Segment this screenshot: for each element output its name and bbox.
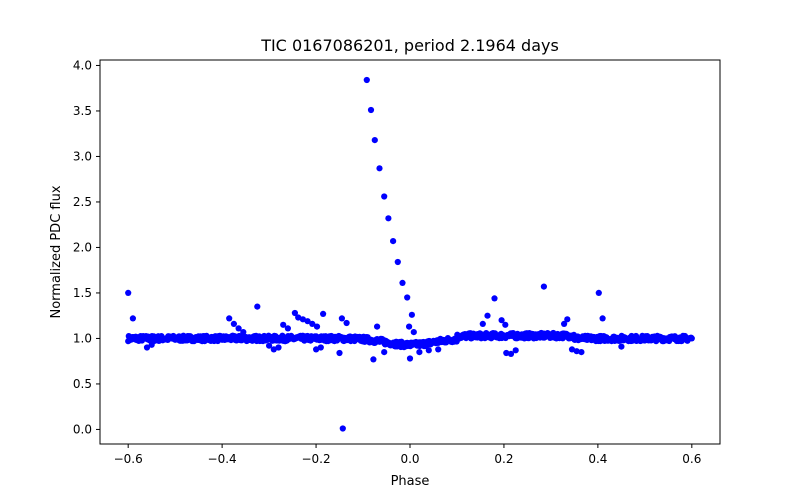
flare-point — [573, 348, 580, 355]
flare-point — [406, 323, 413, 330]
flare-point — [502, 321, 509, 328]
flare-point — [129, 315, 136, 322]
flare-point — [367, 106, 375, 114]
flare-point — [299, 316, 306, 323]
flare-point — [240, 329, 247, 336]
y-tick-label: 0.0 — [73, 422, 92, 436]
x-tick-label: 0.6 — [682, 452, 701, 466]
flare-point — [564, 316, 571, 323]
flare-point — [338, 315, 345, 322]
y-tick-label: 0.5 — [73, 377, 92, 391]
flare-point — [291, 309, 298, 317]
y-tick-label: 2.5 — [73, 195, 92, 209]
flare-point — [125, 289, 132, 296]
chart-title: TIC 0167086201, period 2.1964 days — [260, 36, 559, 55]
flare-point — [254, 303, 261, 310]
flare-point — [280, 321, 287, 328]
flare-point — [435, 346, 442, 353]
data-points — [125, 76, 695, 432]
flare-point — [491, 295, 498, 302]
x-tick-label: 0.0 — [400, 452, 419, 466]
y-axis: 0.0 0.5 1.0 1.5 2.0 2.5 3.0 3.5 4.0 — [73, 58, 100, 436]
flare-point — [479, 320, 486, 327]
x-tick-label: −0.2 — [301, 452, 330, 466]
flare-point — [410, 329, 417, 336]
flare-point — [381, 193, 388, 200]
flare-point — [230, 320, 237, 327]
flare-point — [148, 341, 155, 348]
flare-point — [498, 317, 505, 324]
flare-point — [275, 344, 282, 351]
flare-point — [363, 76, 370, 84]
flare-point — [503, 349, 510, 357]
x-tick-label: −0.6 — [114, 452, 143, 466]
y-axis-label: Normalized PDC flux — [49, 185, 64, 318]
flare-point — [304, 318, 311, 325]
flare-point — [618, 343, 625, 350]
flare-point — [270, 346, 277, 353]
flare-point — [266, 342, 273, 349]
y-tick-label: 1.5 — [73, 286, 92, 300]
x-axis: −0.6 −0.4 −0.2 0.0 0.2 0.4 0.6 — [114, 444, 701, 466]
flare-point — [408, 311, 415, 318]
flare-point — [343, 319, 350, 327]
baseline-point — [688, 335, 695, 342]
flare-point — [143, 344, 151, 351]
flare-point — [399, 279, 406, 286]
flare-point — [309, 320, 316, 327]
flare-point — [317, 344, 324, 351]
flare-point — [595, 289, 602, 296]
x-tick-label: −0.4 — [208, 452, 237, 466]
flare-point — [313, 323, 321, 330]
flare-point — [425, 347, 432, 354]
flare-point — [385, 215, 392, 222]
y-tick-label: 4.0 — [73, 58, 92, 72]
flare-point — [381, 349, 388, 356]
flare-point — [235, 325, 242, 332]
x-axis-label: Phase — [391, 474, 430, 489]
y-tick-label: 1.0 — [73, 331, 92, 345]
flare-point — [561, 320, 568, 327]
flare-point — [313, 346, 320, 353]
x-tick-label: 0.4 — [588, 452, 607, 466]
flare-point — [578, 349, 585, 356]
flare-point — [370, 356, 377, 363]
flare-point — [320, 310, 327, 317]
y-tick-label: 2.0 — [73, 240, 92, 254]
flare-point — [374, 323, 381, 330]
flare-point — [376, 165, 383, 172]
flare-point — [484, 312, 491, 319]
y-tick-label: 3.0 — [73, 149, 92, 163]
flare-point — [394, 258, 401, 266]
flare-point — [540, 283, 548, 290]
flare-point — [371, 137, 378, 144]
flare-point — [226, 315, 233, 322]
flare-point — [339, 425, 346, 432]
y-tick-label: 3.5 — [73, 104, 92, 118]
flare-point — [568, 346, 576, 353]
flare-point — [416, 349, 423, 356]
flare-point — [404, 294, 411, 301]
flare-point — [295, 314, 302, 321]
flare-point — [406, 355, 414, 362]
flare-point — [599, 315, 606, 322]
flare-point — [336, 349, 343, 357]
flare-point — [507, 350, 515, 357]
flare-point — [284, 325, 291, 332]
x-tick-label: 0.2 — [494, 452, 513, 466]
flare-point — [390, 238, 397, 245]
flare-point — [512, 347, 519, 354]
